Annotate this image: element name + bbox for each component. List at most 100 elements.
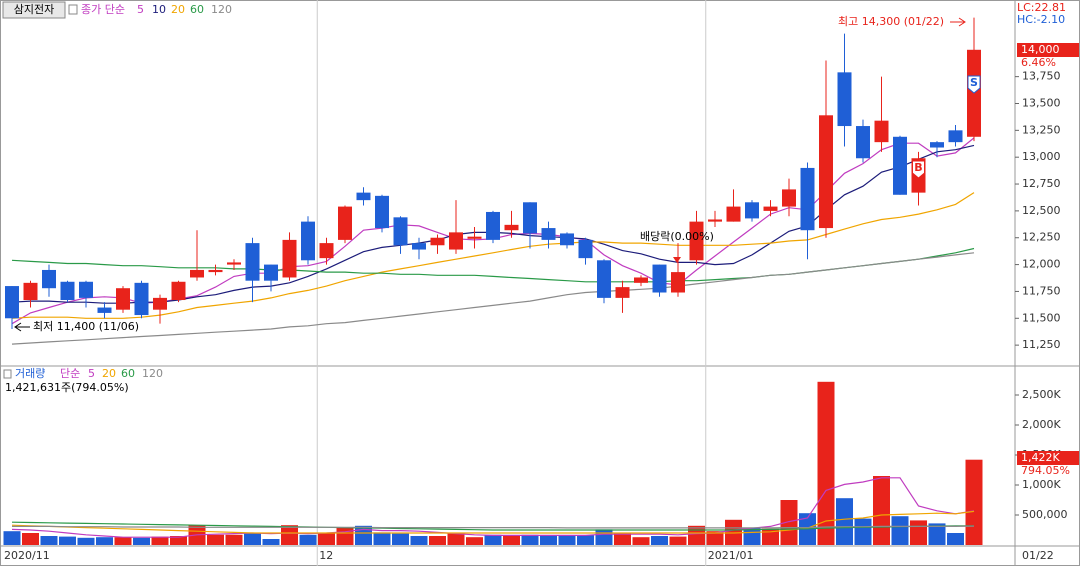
volume-bar — [466, 537, 483, 545]
volume-bar — [595, 529, 613, 545]
legend-entry: 5 — [137, 3, 144, 16]
candle-body — [79, 281, 93, 298]
candle-body — [652, 264, 667, 293]
volume-bar — [373, 532, 391, 545]
volume-bar — [669, 536, 687, 545]
legend-entry: 10 — [152, 3, 166, 16]
x-tick-label: 01/22 — [1022, 549, 1054, 562]
lc-label: LC:22.81 — [1017, 1, 1066, 14]
volume-bar — [688, 525, 705, 545]
last-volume-box — [1017, 451, 1079, 465]
signal-marker — [912, 160, 925, 179]
volume-bar — [22, 533, 39, 545]
candle-body — [800, 167, 815, 231]
moving-average-line — [11, 192, 975, 319]
candle-body — [689, 221, 704, 261]
candle-body — [930, 142, 944, 148]
stock-name[interactable]: 삼지전자 — [14, 3, 54, 16]
candle-body — [5, 286, 19, 319]
y-tick-label: 12,500 — [1022, 204, 1061, 217]
candle-body — [763, 206, 778, 211]
last-price-box — [1017, 43, 1079, 57]
y-tick-label: 13,500 — [1022, 96, 1061, 109]
candle-body — [412, 243, 426, 250]
low-annotation: 최저 11,400 (11/06) — [33, 320, 139, 333]
legend-entry: 120 — [211, 3, 232, 16]
volume-bar — [484, 534, 502, 545]
volume-bar — [40, 536, 58, 545]
y-tick-label: 500,000 — [1022, 508, 1068, 521]
y-tick-label: 11,750 — [1022, 284, 1061, 297]
volume-bar — [706, 531, 724, 545]
candle-body — [893, 136, 907, 195]
legend-label: 단순 — [60, 367, 80, 380]
moving-average-line — [11, 477, 975, 538]
candle-body — [245, 243, 260, 281]
volume-bar — [558, 536, 576, 545]
volume-bar — [114, 537, 132, 545]
candle-body — [726, 206, 741, 222]
y-tick-label: 13,000 — [1022, 150, 1061, 163]
volume-bar — [762, 528, 779, 545]
volume-bar — [244, 533, 261, 545]
volume-bar — [873, 476, 890, 545]
high-annotation: 최고 14,300 (01/22) — [838, 15, 944, 28]
candle-body — [116, 288, 130, 310]
y-tick-label: 2,000K — [1022, 418, 1061, 431]
y-tick-label: 13,250 — [1022, 123, 1061, 136]
volume-title: 거래량 — [15, 367, 45, 380]
signal-label: B — [914, 161, 922, 174]
y-tick-label: 12,250 — [1022, 231, 1061, 244]
event-marker — [673, 257, 681, 263]
volume-bar — [743, 528, 761, 545]
candle-body — [282, 239, 297, 278]
volume-bar — [225, 534, 243, 545]
candle-body — [375, 195, 389, 229]
volume-bar — [262, 539, 280, 545]
candle-body — [874, 120, 889, 143]
candle-body — [301, 221, 315, 261]
stock-name-box[interactable] — [2, 1, 66, 19]
candle-body — [597, 260, 611, 298]
moving-average-line — [11, 252, 975, 345]
legend-entry: 120 — [142, 367, 163, 380]
volume-bar — [540, 536, 557, 545]
moving-average-line — [12, 525, 975, 529]
candle-body — [708, 219, 722, 222]
volume-bar — [447, 533, 465, 545]
volume-bar — [651, 536, 668, 545]
volume-bar — [151, 536, 169, 545]
candle-body — [208, 269, 223, 273]
volume-bar — [3, 531, 21, 545]
volume-bar — [947, 533, 964, 545]
last-price: 14,000 — [1021, 43, 1060, 56]
candle-body — [23, 282, 38, 301]
candle-body — [97, 307, 112, 313]
candle-body — [523, 202, 537, 234]
candle-body — [782, 189, 796, 207]
volume-bar — [207, 534, 224, 545]
candle-body — [393, 217, 408, 246]
volume-info: 1,421,631주(794.05%) — [5, 381, 129, 394]
y-tick-label: 1,000K — [1022, 478, 1061, 491]
candle-body — [634, 277, 648, 283]
legend-label: 종가 단순 — [81, 3, 125, 16]
legend-entry: 60 — [121, 367, 135, 380]
legend-entry: 20 — [102, 367, 116, 380]
volume-bar — [836, 498, 853, 545]
volume-bar — [854, 518, 872, 545]
volume-bar — [429, 536, 446, 545]
volume-bar — [336, 527, 354, 545]
candle-body — [42, 269, 56, 289]
legend-checkbox — [68, 4, 78, 15]
volume-bar — [965, 459, 983, 545]
x-tick-label: 2021/01 — [708, 549, 754, 562]
x-tick-label: 12 — [319, 549, 333, 562]
volume-bar — [891, 516, 909, 545]
price-change: 6.46% — [1021, 56, 1056, 69]
candle-body — [856, 126, 870, 159]
y-tick-label: 11,250 — [1022, 338, 1061, 351]
legend-entry: 5 — [88, 367, 95, 380]
hc-label: HC:-2.10 — [1017, 13, 1065, 26]
